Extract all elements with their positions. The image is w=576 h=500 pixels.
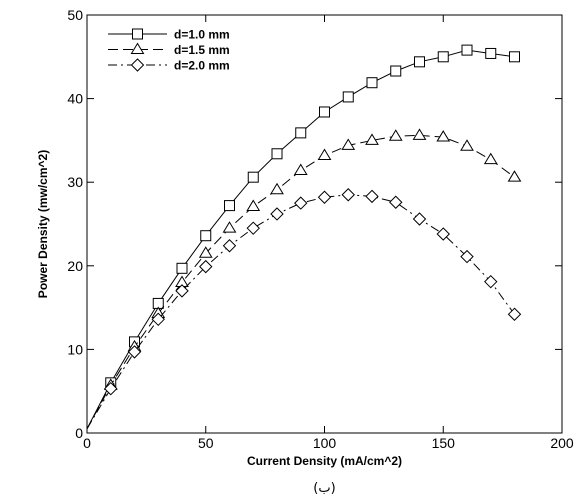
data-point bbox=[365, 189, 379, 204]
series-layer bbox=[86, 44, 522, 430]
data-point bbox=[414, 56, 425, 68]
y-tick-label: 30 bbox=[67, 174, 83, 190]
data-point bbox=[507, 170, 522, 182]
data-point bbox=[104, 381, 118, 396]
series-1 bbox=[86, 44, 520, 430]
data-point bbox=[127, 345, 142, 359]
series-line bbox=[86, 49, 515, 430]
series-2 bbox=[86, 128, 522, 430]
data-point bbox=[319, 106, 330, 118]
data-point bbox=[175, 284, 189, 298]
data-point bbox=[365, 133, 379, 145]
data-point bbox=[246, 199, 261, 211]
data-point bbox=[151, 312, 165, 327]
data-point bbox=[199, 259, 213, 274]
data-point bbox=[389, 195, 403, 209]
legend: d=1.0 mmd=1.5 mm d=2.0 mm bbox=[108, 28, 230, 73]
data-point bbox=[507, 307, 522, 321]
data-point bbox=[317, 148, 332, 160]
x-tick-label: 100 bbox=[313, 435, 337, 451]
series-line bbox=[86, 194, 515, 430]
figure-caption: (ب) bbox=[313, 481, 335, 496]
data-point bbox=[341, 188, 355, 202]
data-point bbox=[412, 212, 427, 226]
data-point bbox=[436, 227, 450, 241]
data-point bbox=[412, 128, 427, 140]
data-point bbox=[222, 221, 237, 233]
series-3 bbox=[86, 188, 522, 430]
y-tick-label: 40 bbox=[67, 91, 83, 107]
data-point bbox=[388, 129, 403, 141]
data-point bbox=[176, 262, 188, 274]
legend-label: d=1.0 mm bbox=[174, 28, 230, 42]
y-tick-label: 20 bbox=[67, 258, 83, 274]
x-axis-label: Current Density (mA/cm^2) bbox=[247, 454, 402, 468]
legend-entry: d=2.0 mm bbox=[108, 58, 230, 73]
series-line bbox=[86, 134, 515, 430]
data-point bbox=[485, 47, 497, 59]
legend-label: d=2.0 mm bbox=[174, 59, 230, 73]
legend-entry: d=1.0 mm bbox=[108, 28, 230, 42]
data-point bbox=[509, 51, 520, 63]
data-point bbox=[366, 77, 378, 89]
data-point bbox=[342, 91, 354, 103]
legend-marker bbox=[130, 58, 145, 72]
x-tick-label: 0 bbox=[83, 435, 91, 451]
legend-marker bbox=[130, 42, 145, 54]
data-point bbox=[436, 130, 451, 142]
data-point bbox=[224, 200, 235, 212]
data-point bbox=[247, 171, 259, 183]
data-point bbox=[271, 148, 283, 160]
plot-frame bbox=[86, 14, 563, 434]
data-point bbox=[484, 274, 498, 289]
data-point bbox=[460, 139, 474, 151]
axis-ticks: 0 50 100 150 200 0 10 20 30 40 50 bbox=[67, 7, 573, 451]
data-point bbox=[390, 65, 402, 77]
data-point bbox=[198, 246, 213, 258]
x-tick-label: 200 bbox=[550, 435, 574, 451]
y-axis-label: Power Density (mw/cm^2) bbox=[36, 150, 50, 298]
data-point bbox=[270, 182, 284, 195]
data-point bbox=[483, 152, 498, 165]
y-tick-label: 10 bbox=[67, 341, 83, 357]
legend-entry: d=1.5 mm bbox=[108, 42, 230, 57]
data-point bbox=[222, 239, 237, 253]
data-point bbox=[341, 138, 356, 150]
x-tick-label: 50 bbox=[198, 435, 214, 451]
data-point bbox=[294, 196, 308, 210]
y-tick-label: 50 bbox=[67, 7, 83, 23]
data-point bbox=[293, 163, 308, 175]
data-point bbox=[270, 207, 284, 221]
data-point bbox=[317, 190, 332, 204]
data-point bbox=[437, 51, 449, 63]
data-point bbox=[295, 127, 307, 139]
data-point bbox=[461, 44, 473, 56]
legend-marker bbox=[132, 28, 143, 40]
y-tick-label: 0 bbox=[75, 425, 83, 441]
data-point bbox=[246, 221, 260, 235]
x-tick-label: 150 bbox=[432, 435, 456, 451]
data-point bbox=[200, 230, 212, 242]
data-point bbox=[460, 249, 474, 264]
legend-label: d=1.5 mm bbox=[174, 43, 230, 57]
